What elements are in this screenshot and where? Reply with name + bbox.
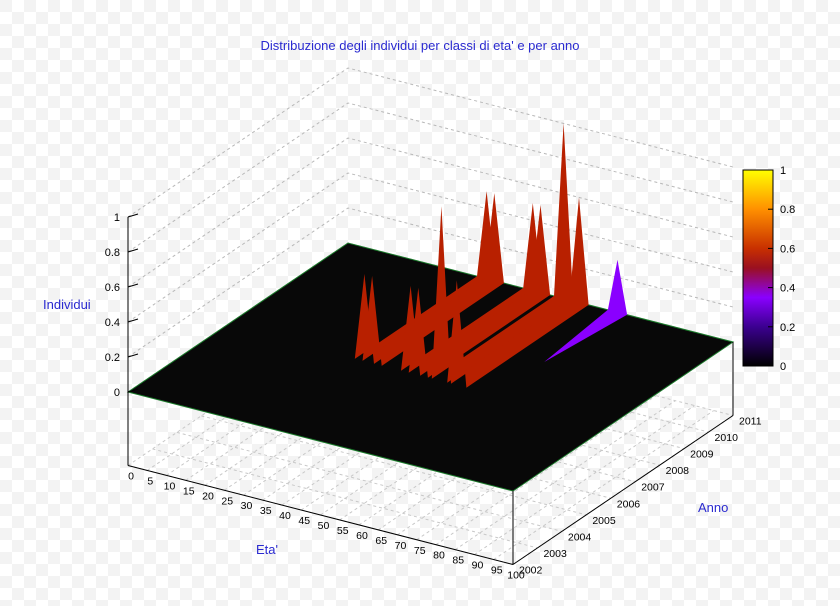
- surface-layer: [126, 123, 735, 492]
- x-tick-label-10: 50: [318, 520, 330, 532]
- x-tick-label-1: 5: [147, 475, 153, 487]
- y-tick-label-0: 2002: [519, 565, 543, 577]
- x-tick-label-19: 95: [491, 565, 503, 577]
- surface-peak-6: [544, 259, 628, 362]
- grid-line-x-19: [493, 410, 715, 560]
- z-tick-mark-4: [127, 248, 139, 253]
- x-tick-label-9: 45: [298, 515, 310, 527]
- x-tick-label-12: 60: [356, 530, 368, 542]
- x-tick-label-8: 40: [279, 510, 291, 522]
- ticks-layer: 00.20.40.60.810 5 10 15 20 25 30 35 40 45 50 55 60 65…: [105, 212, 762, 582]
- x-tick-label-4: 20: [202, 490, 214, 502]
- colorbar-label-0: 0: [780, 361, 786, 373]
- y-tick-label-1: 2003: [543, 548, 567, 560]
- x-tick-label-7: 35: [260, 505, 272, 517]
- grid-line-x-18: [474, 405, 695, 556]
- surface-peak-3: [408, 205, 551, 378]
- y-tick-label-8: 2010: [715, 432, 739, 444]
- colorbar: 0 0.2 0.4 0.6 0.8 1: [742, 165, 795, 373]
- grid-line-y-3: [201, 415, 587, 516]
- z-tick-label-4: 0.8: [105, 247, 120, 259]
- axes-layer: [127, 217, 734, 565]
- x-tick-label-14: 70: [395, 540, 407, 552]
- x-tick-label-3: 15: [183, 485, 195, 497]
- x-tick-label-5: 25: [221, 495, 233, 507]
- z-tick-mark-3: [127, 283, 139, 288]
- z-tick-label-0: 0: [114, 387, 120, 399]
- grid-line-y-1: [152, 448, 538, 549]
- grid-line-x-16: [435, 395, 657, 546]
- x-tick-label-20: 100: [507, 570, 525, 582]
- x-tick-label-16: 80: [433, 550, 445, 562]
- grid-line-z-4: [127, 102, 734, 253]
- surface-peak-4: [431, 123, 574, 384]
- colorbar-label-2: 0.4: [780, 283, 795, 295]
- x-tick-label-15: 75: [414, 545, 426, 557]
- surface-peak-1: [362, 193, 504, 366]
- colorbar-label-3: 0.6: [780, 243, 795, 255]
- y-tick-label-9: 2011: [739, 416, 762, 428]
- x-axis-label: Eta': [256, 542, 278, 557]
- surface-peak-5: [447, 197, 589, 388]
- grid-line-y-2: [176, 431, 563, 532]
- x-axis-line: [127, 465, 514, 565]
- x-tick-label-17: 85: [452, 555, 464, 567]
- grid-line-x-17: [454, 400, 676, 551]
- z-tick-mark-1: [127, 353, 139, 358]
- grid-line-z-2: [127, 172, 734, 323]
- z-tick-label-1: 0.2: [105, 352, 120, 364]
- y-tick-label-5: 2007: [641, 482, 665, 494]
- z-tick-mark-2: [127, 318, 139, 323]
- grid-line-z-5: [127, 67, 734, 218]
- x-tick-label-2: 10: [164, 480, 176, 492]
- colorbar-label-4: 0.8: [780, 204, 795, 216]
- y-tick-label-3: 2005: [592, 515, 616, 527]
- x-tick-label-13: 65: [375, 535, 387, 547]
- colorbar-gradient: [742, 169, 774, 367]
- x-tick-label-11: 55: [337, 525, 349, 537]
- y-tick-label-6: 2008: [666, 465, 690, 477]
- z-tick-label-5: 1: [114, 212, 120, 224]
- z-axis-label: Individui: [43, 297, 91, 312]
- colorbar-label-1: 0.2: [780, 322, 795, 334]
- x-tick-label-0: 0: [128, 471, 134, 483]
- x-tick-label-6: 30: [241, 500, 253, 512]
- grid-line-z-3: [127, 137, 734, 288]
- y-axis-label: Anno: [698, 500, 729, 515]
- z-tick-mark-0: [127, 388, 139, 393]
- colorbar-label-5: 1: [780, 165, 786, 177]
- y-tick-label-7: 2009: [690, 449, 714, 461]
- grid-line-z-1: [127, 207, 734, 358]
- x-tick-label-18: 90: [472, 560, 484, 572]
- y-tick-label-2: 2004: [568, 531, 592, 543]
- y-axis-line: [512, 415, 734, 565]
- y-tick-label-4: 2006: [617, 498, 641, 510]
- z-tick-mark-5: [127, 213, 139, 218]
- z-tick-label-2: 0.4: [105, 317, 120, 329]
- z-tick-label-3: 0.6: [105, 282, 120, 294]
- chart-title: Distribuzione degli individui per classi…: [260, 38, 580, 53]
